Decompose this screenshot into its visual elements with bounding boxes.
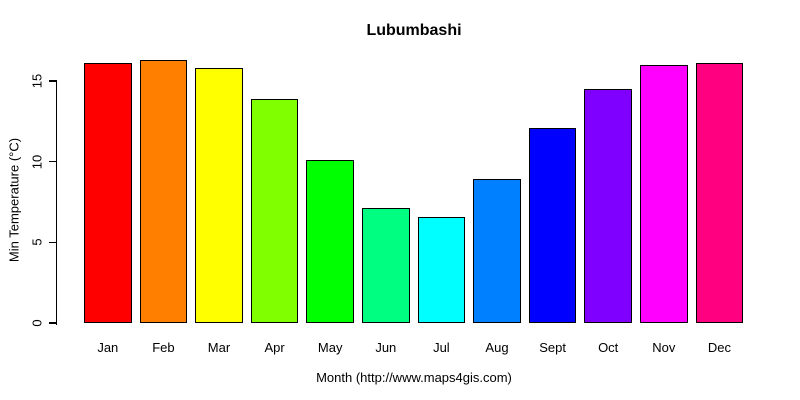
bar-dec — [695, 63, 744, 323]
y-tick-label: 0 — [29, 319, 45, 327]
bar-may — [306, 160, 354, 323]
bar-mar — [195, 68, 243, 323]
x-tick-label-sept: Sept — [539, 340, 566, 355]
bar-jun — [362, 208, 410, 323]
x-tick-label-oct: Oct — [598, 340, 619, 355]
x-axis-label: Month (http://www.maps4gis.com) — [316, 370, 512, 385]
x-tick-label-dec: Dec — [707, 340, 731, 355]
bar-jul — [417, 216, 466, 323]
x-tick-label-jul: Jul — [433, 340, 450, 355]
x-tick-label-aug: Aug — [485, 340, 509, 355]
bar-feb — [139, 60, 188, 323]
x-tick-label-jun: Jun — [375, 340, 397, 355]
x-tick-label-feb: Feb — [152, 340, 175, 355]
bar-sept — [528, 127, 577, 323]
y-tick-label: 10 — [29, 154, 45, 169]
y-tick — [48, 322, 57, 324]
x-tick-label-jan: Jan — [97, 340, 119, 355]
y-axis-label: Min Temperature (°C) — [6, 137, 22, 263]
y-axis-line — [55, 81, 58, 325]
y-tick — [48, 241, 57, 244]
bar-oct — [584, 89, 632, 323]
y-tick — [48, 80, 57, 82]
bar-nov — [640, 64, 688, 323]
bar-apr — [250, 98, 299, 323]
x-tick-label-mar: Mar — [207, 340, 231, 355]
x-tick-label-nov: Nov — [652, 340, 676, 355]
x-tick-label-may: May — [317, 340, 343, 355]
chart-title: Lubumbashi — [366, 22, 462, 39]
y-tick — [48, 160, 57, 163]
x-tick-label-apr: Apr — [264, 340, 285, 355]
bar-aug — [473, 179, 521, 323]
y-tick-label: 15 — [29, 73, 45, 89]
y-tick-label: 5 — [29, 238, 45, 246]
bar-jan — [84, 63, 132, 323]
